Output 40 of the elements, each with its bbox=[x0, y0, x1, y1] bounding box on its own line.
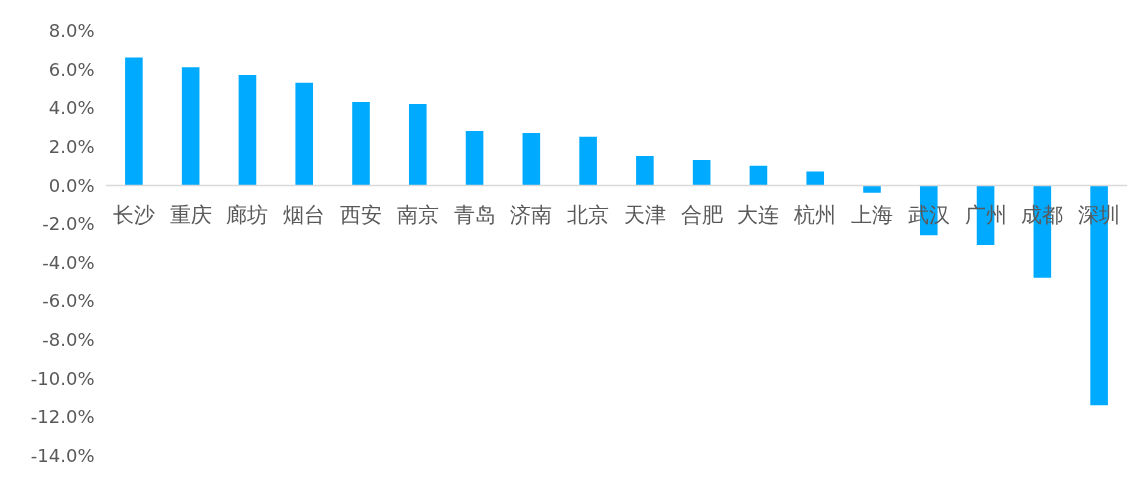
bar bbox=[863, 185, 881, 193]
x-tick-label: 大连 bbox=[737, 203, 780, 228]
y-tick-label: 8.0% bbox=[48, 20, 95, 41]
x-tick-label: 北京 bbox=[567, 203, 610, 228]
bar bbox=[692, 159, 711, 186]
x-tick-label: 上海 bbox=[851, 203, 893, 228]
x-tick-label: 长沙 bbox=[112, 203, 155, 228]
bar bbox=[579, 136, 597, 186]
bar bbox=[749, 165, 768, 186]
y-tick-label: 4.0% bbox=[48, 97, 95, 119]
y-tick-label: -8.0% bbox=[42, 329, 95, 351]
y-tick-label: -4.0% bbox=[42, 251, 95, 273]
bar bbox=[522, 132, 541, 186]
x-tick-label: 青岛 bbox=[453, 203, 496, 228]
x-tick-label: 济南 bbox=[510, 203, 553, 228]
bar bbox=[408, 103, 427, 186]
y-tick-label: -14.0% bbox=[30, 445, 95, 466]
y-tick-label: -2.0% bbox=[42, 213, 95, 235]
x-tick-label: 重庆 bbox=[169, 203, 212, 228]
y-tick-label: 0.0% bbox=[48, 174, 95, 196]
bar bbox=[352, 101, 370, 186]
y-tick-label: -12.0% bbox=[30, 406, 95, 428]
y-tick-label: 2.0% bbox=[48, 135, 95, 157]
x-tick-label: 廊坊 bbox=[226, 203, 269, 228]
bar bbox=[636, 156, 654, 186]
bar bbox=[125, 57, 143, 186]
bar bbox=[181, 67, 200, 186]
x-tick-label: 合肥 bbox=[680, 203, 723, 228]
x-tick-label: 南京 bbox=[396, 203, 439, 228]
y-tick-label: 6.0% bbox=[48, 58, 95, 80]
bar bbox=[806, 171, 825, 186]
bar bbox=[238, 74, 257, 186]
bar bbox=[295, 82, 314, 186]
x-tick-label: 杭州 bbox=[793, 203, 837, 228]
y-tick-label: -6.0% bbox=[42, 290, 95, 312]
x-tick-label: 天津 bbox=[623, 203, 666, 228]
x-tick-label: 烟台 bbox=[283, 203, 326, 228]
x-tick-label: 西安 bbox=[340, 203, 382, 228]
y-tick-label: -10.0% bbox=[30, 367, 95, 389]
bar bbox=[465, 130, 484, 186]
